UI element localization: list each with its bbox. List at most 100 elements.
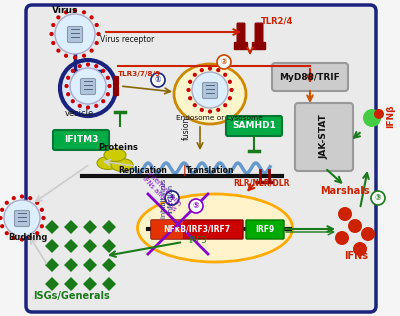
Text: ②: ② bbox=[221, 58, 227, 66]
Circle shape bbox=[60, 60, 116, 116]
Text: RLR/NLR/DLR: RLR/NLR/DLR bbox=[233, 178, 290, 187]
Circle shape bbox=[374, 109, 384, 119]
Circle shape bbox=[217, 55, 231, 69]
FancyBboxPatch shape bbox=[53, 130, 109, 150]
Circle shape bbox=[35, 231, 39, 235]
FancyBboxPatch shape bbox=[202, 82, 218, 99]
Circle shape bbox=[101, 69, 105, 73]
Text: Proteins: Proteins bbox=[98, 143, 138, 152]
Polygon shape bbox=[83, 239, 97, 253]
FancyBboxPatch shape bbox=[68, 27, 82, 42]
Text: ⑤: ⑤ bbox=[193, 202, 199, 210]
Polygon shape bbox=[102, 220, 116, 234]
Circle shape bbox=[106, 92, 110, 96]
Text: MyD88/TRIF: MyD88/TRIF bbox=[280, 72, 340, 82]
Circle shape bbox=[353, 242, 367, 256]
Circle shape bbox=[0, 216, 3, 220]
Circle shape bbox=[188, 80, 192, 84]
Ellipse shape bbox=[97, 156, 119, 169]
Circle shape bbox=[64, 10, 68, 15]
Circle shape bbox=[95, 23, 99, 27]
Text: IRF9: IRF9 bbox=[255, 224, 275, 234]
Text: Replication: Replication bbox=[118, 166, 167, 175]
Text: SAMHD1: SAMHD1 bbox=[232, 121, 276, 131]
Circle shape bbox=[78, 64, 82, 68]
Circle shape bbox=[90, 15, 94, 20]
Polygon shape bbox=[64, 239, 78, 253]
Ellipse shape bbox=[138, 194, 292, 262]
Text: |: | bbox=[183, 165, 187, 176]
Circle shape bbox=[335, 231, 349, 245]
Polygon shape bbox=[102, 277, 116, 291]
Circle shape bbox=[73, 55, 77, 60]
FancyBboxPatch shape bbox=[80, 78, 96, 94]
Circle shape bbox=[106, 76, 110, 80]
Polygon shape bbox=[64, 220, 78, 234]
Circle shape bbox=[20, 237, 24, 242]
FancyBboxPatch shape bbox=[226, 116, 282, 136]
Circle shape bbox=[228, 96, 232, 100]
FancyBboxPatch shape bbox=[246, 220, 284, 239]
FancyBboxPatch shape bbox=[151, 220, 243, 239]
Circle shape bbox=[5, 201, 9, 205]
Text: ISGs/Generals: ISGs/Generals bbox=[34, 291, 110, 301]
Circle shape bbox=[82, 54, 86, 58]
FancyBboxPatch shape bbox=[114, 76, 118, 85]
FancyBboxPatch shape bbox=[237, 23, 245, 45]
Circle shape bbox=[0, 224, 4, 228]
Circle shape bbox=[223, 73, 227, 77]
Circle shape bbox=[348, 219, 362, 233]
Circle shape bbox=[42, 216, 46, 220]
Ellipse shape bbox=[104, 149, 126, 161]
Circle shape bbox=[82, 10, 86, 15]
Circle shape bbox=[189, 199, 203, 213]
Circle shape bbox=[0, 208, 4, 212]
Text: Interfere with
IFNs and ISGs: Interfere with IFNs and ISGs bbox=[142, 170, 182, 212]
Circle shape bbox=[40, 208, 44, 212]
Text: IFNs: IFNs bbox=[344, 251, 368, 261]
Polygon shape bbox=[64, 258, 78, 272]
Text: Budding: Budding bbox=[8, 233, 47, 242]
Circle shape bbox=[86, 62, 90, 67]
Polygon shape bbox=[102, 239, 116, 253]
Circle shape bbox=[86, 106, 90, 110]
Circle shape bbox=[101, 99, 105, 103]
FancyBboxPatch shape bbox=[26, 5, 376, 312]
Circle shape bbox=[90, 49, 94, 53]
Circle shape bbox=[56, 49, 60, 53]
Circle shape bbox=[151, 73, 165, 87]
Circle shape bbox=[208, 66, 212, 70]
Text: JAK-STAT: JAK-STAT bbox=[320, 115, 328, 160]
Circle shape bbox=[66, 92, 70, 96]
FancyBboxPatch shape bbox=[151, 220, 183, 239]
Circle shape bbox=[71, 69, 75, 73]
Text: NFκB/IRF3/IRF7: NFκB/IRF3/IRF7 bbox=[164, 224, 230, 234]
Circle shape bbox=[361, 227, 375, 241]
Text: IFNβ: IFNβ bbox=[386, 104, 396, 128]
Circle shape bbox=[70, 68, 106, 104]
Text: ①: ① bbox=[155, 76, 161, 84]
Circle shape bbox=[50, 32, 54, 36]
Circle shape bbox=[371, 191, 385, 205]
Text: ③: ③ bbox=[375, 193, 381, 203]
Ellipse shape bbox=[111, 159, 133, 172]
Polygon shape bbox=[102, 258, 116, 272]
Circle shape bbox=[200, 108, 204, 112]
Circle shape bbox=[12, 196, 16, 200]
Circle shape bbox=[200, 68, 204, 72]
Circle shape bbox=[193, 73, 197, 77]
Polygon shape bbox=[64, 277, 78, 291]
FancyBboxPatch shape bbox=[252, 42, 266, 50]
FancyBboxPatch shape bbox=[114, 87, 118, 95]
Circle shape bbox=[96, 32, 101, 36]
FancyBboxPatch shape bbox=[295, 103, 353, 171]
Text: Translation: Translation bbox=[186, 166, 234, 175]
FancyBboxPatch shape bbox=[14, 210, 30, 227]
Circle shape bbox=[95, 41, 99, 45]
Polygon shape bbox=[45, 277, 59, 291]
FancyBboxPatch shape bbox=[272, 63, 348, 91]
Circle shape bbox=[188, 96, 192, 100]
Circle shape bbox=[78, 104, 82, 108]
Circle shape bbox=[193, 103, 197, 107]
Circle shape bbox=[71, 99, 75, 103]
